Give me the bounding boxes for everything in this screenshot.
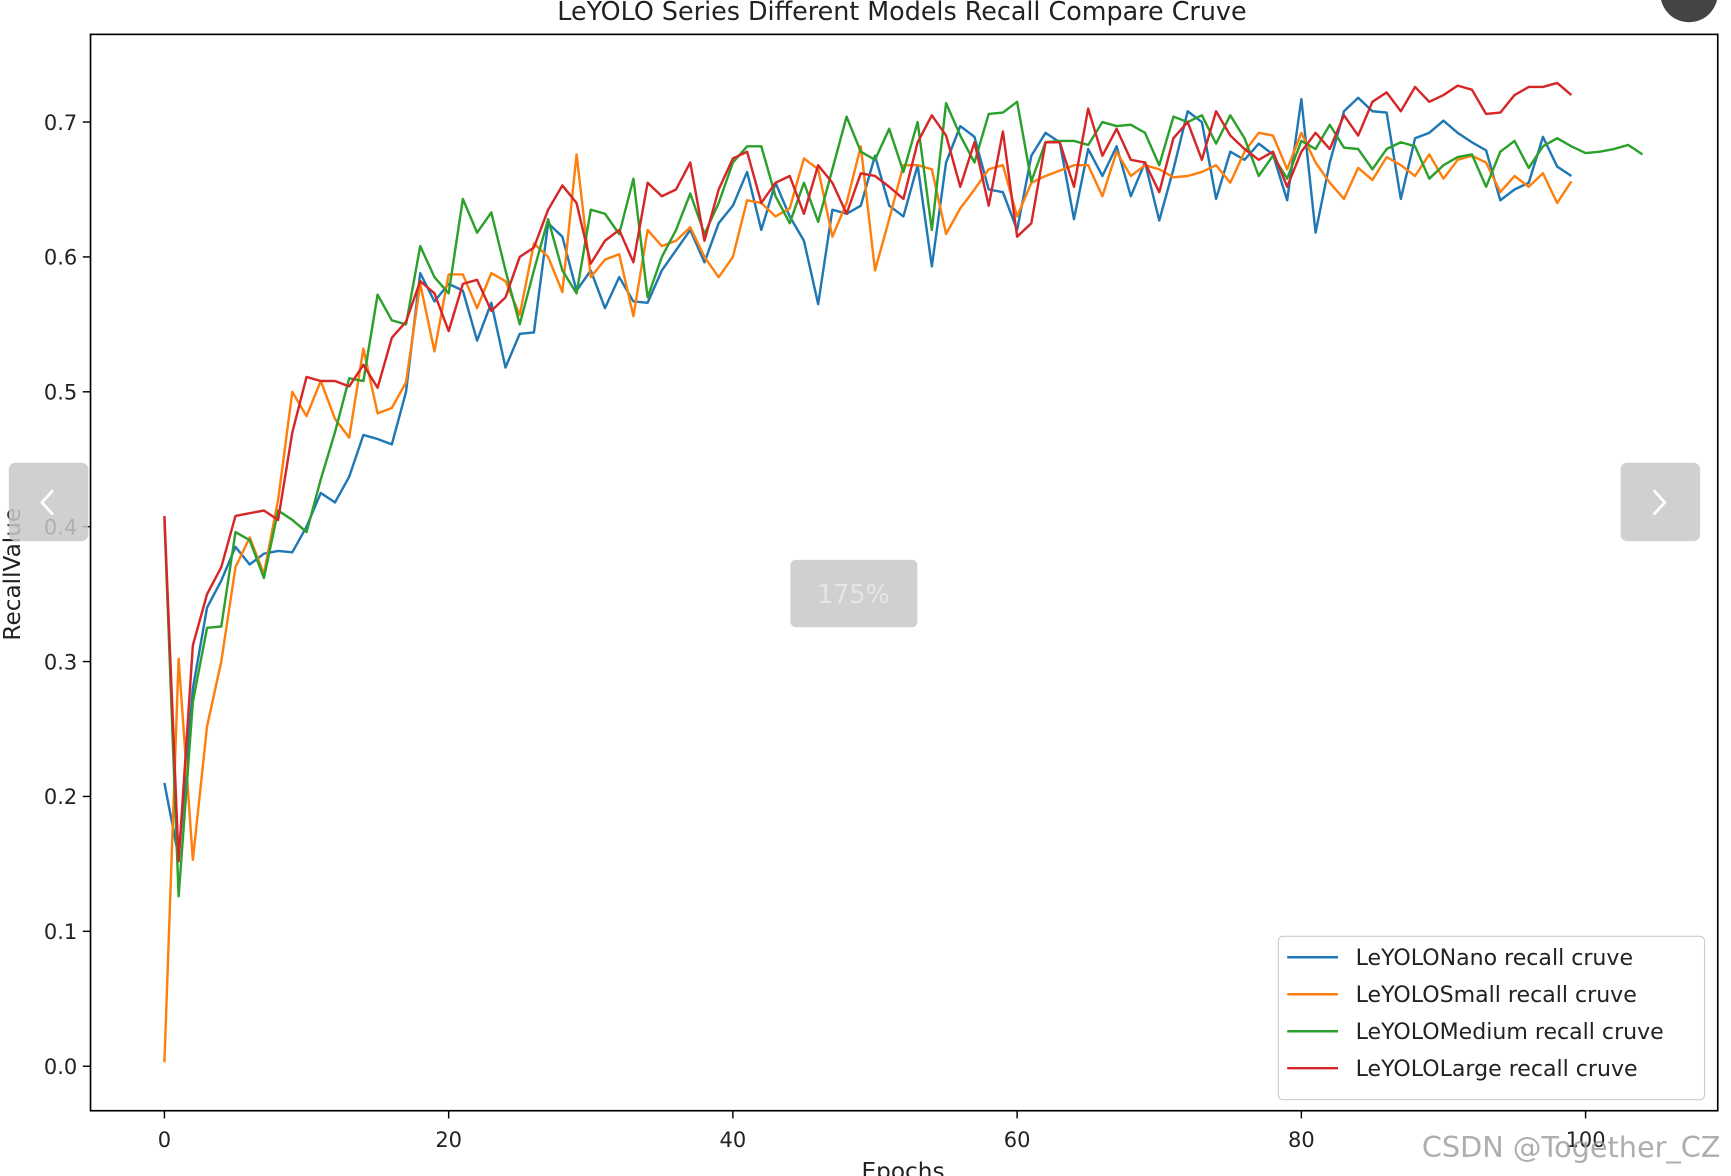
zoom-indicator	[790, 559, 918, 628]
legend-label: LeYOLOSmall recall cruve	[1356, 983, 1637, 1008]
prev-button[interactable]	[8, 462, 89, 542]
axes-frame	[89, 33, 1719, 1112]
next-icon	[1652, 489, 1667, 516]
y-tick-label: 0.6	[44, 246, 77, 270]
legend-label: LeYOLONano recall cruve	[1356, 946, 1633, 971]
y-tick-label: 0.5	[44, 381, 77, 405]
watermark: CSDN @Together_CZ	[1422, 1130, 1721, 1164]
legend-label: LeYOLOMedium recall cruve	[1356, 1020, 1664, 1045]
x-tick-label: 0	[158, 1128, 171, 1152]
legend: LeYOLONano recall cruve LeYOLOSmall recal…	[1277, 935, 1706, 1101]
chart-title: LeYOLO Series Different Models Recall Co…	[557, 0, 1246, 26]
x-tick-label: 60	[1004, 1128, 1031, 1152]
prev-icon	[40, 489, 55, 516]
y-tick-label: 0.0	[44, 1055, 77, 1079]
x-axis-label: Epochs	[862, 1158, 945, 1176]
legend-box	[1277, 935, 1706, 1101]
y-tick-label: 0.7	[44, 111, 77, 135]
next-button[interactable]	[1620, 462, 1701, 542]
close-button[interactable]	[1660, 0, 1718, 23]
x-tick-label: 100	[1566, 1128, 1606, 1152]
y-tick-label: 0.3	[44, 650, 77, 674]
series-line	[163, 100, 1644, 898]
y-tick-label: 0.2	[44, 785, 77, 809]
y-tick-label: 0.1	[44, 920, 77, 944]
legend-label: LeYOLOLarge recall cruve	[1356, 1057, 1638, 1082]
series-line	[163, 131, 1573, 1063]
x-tick-label: 40	[720, 1128, 747, 1152]
x-tick-label: 80	[1288, 1128, 1315, 1152]
zoom-label: 175%	[817, 579, 890, 609]
series-line	[163, 81, 1573, 863]
x-tick-label: 20	[435, 1128, 462, 1152]
